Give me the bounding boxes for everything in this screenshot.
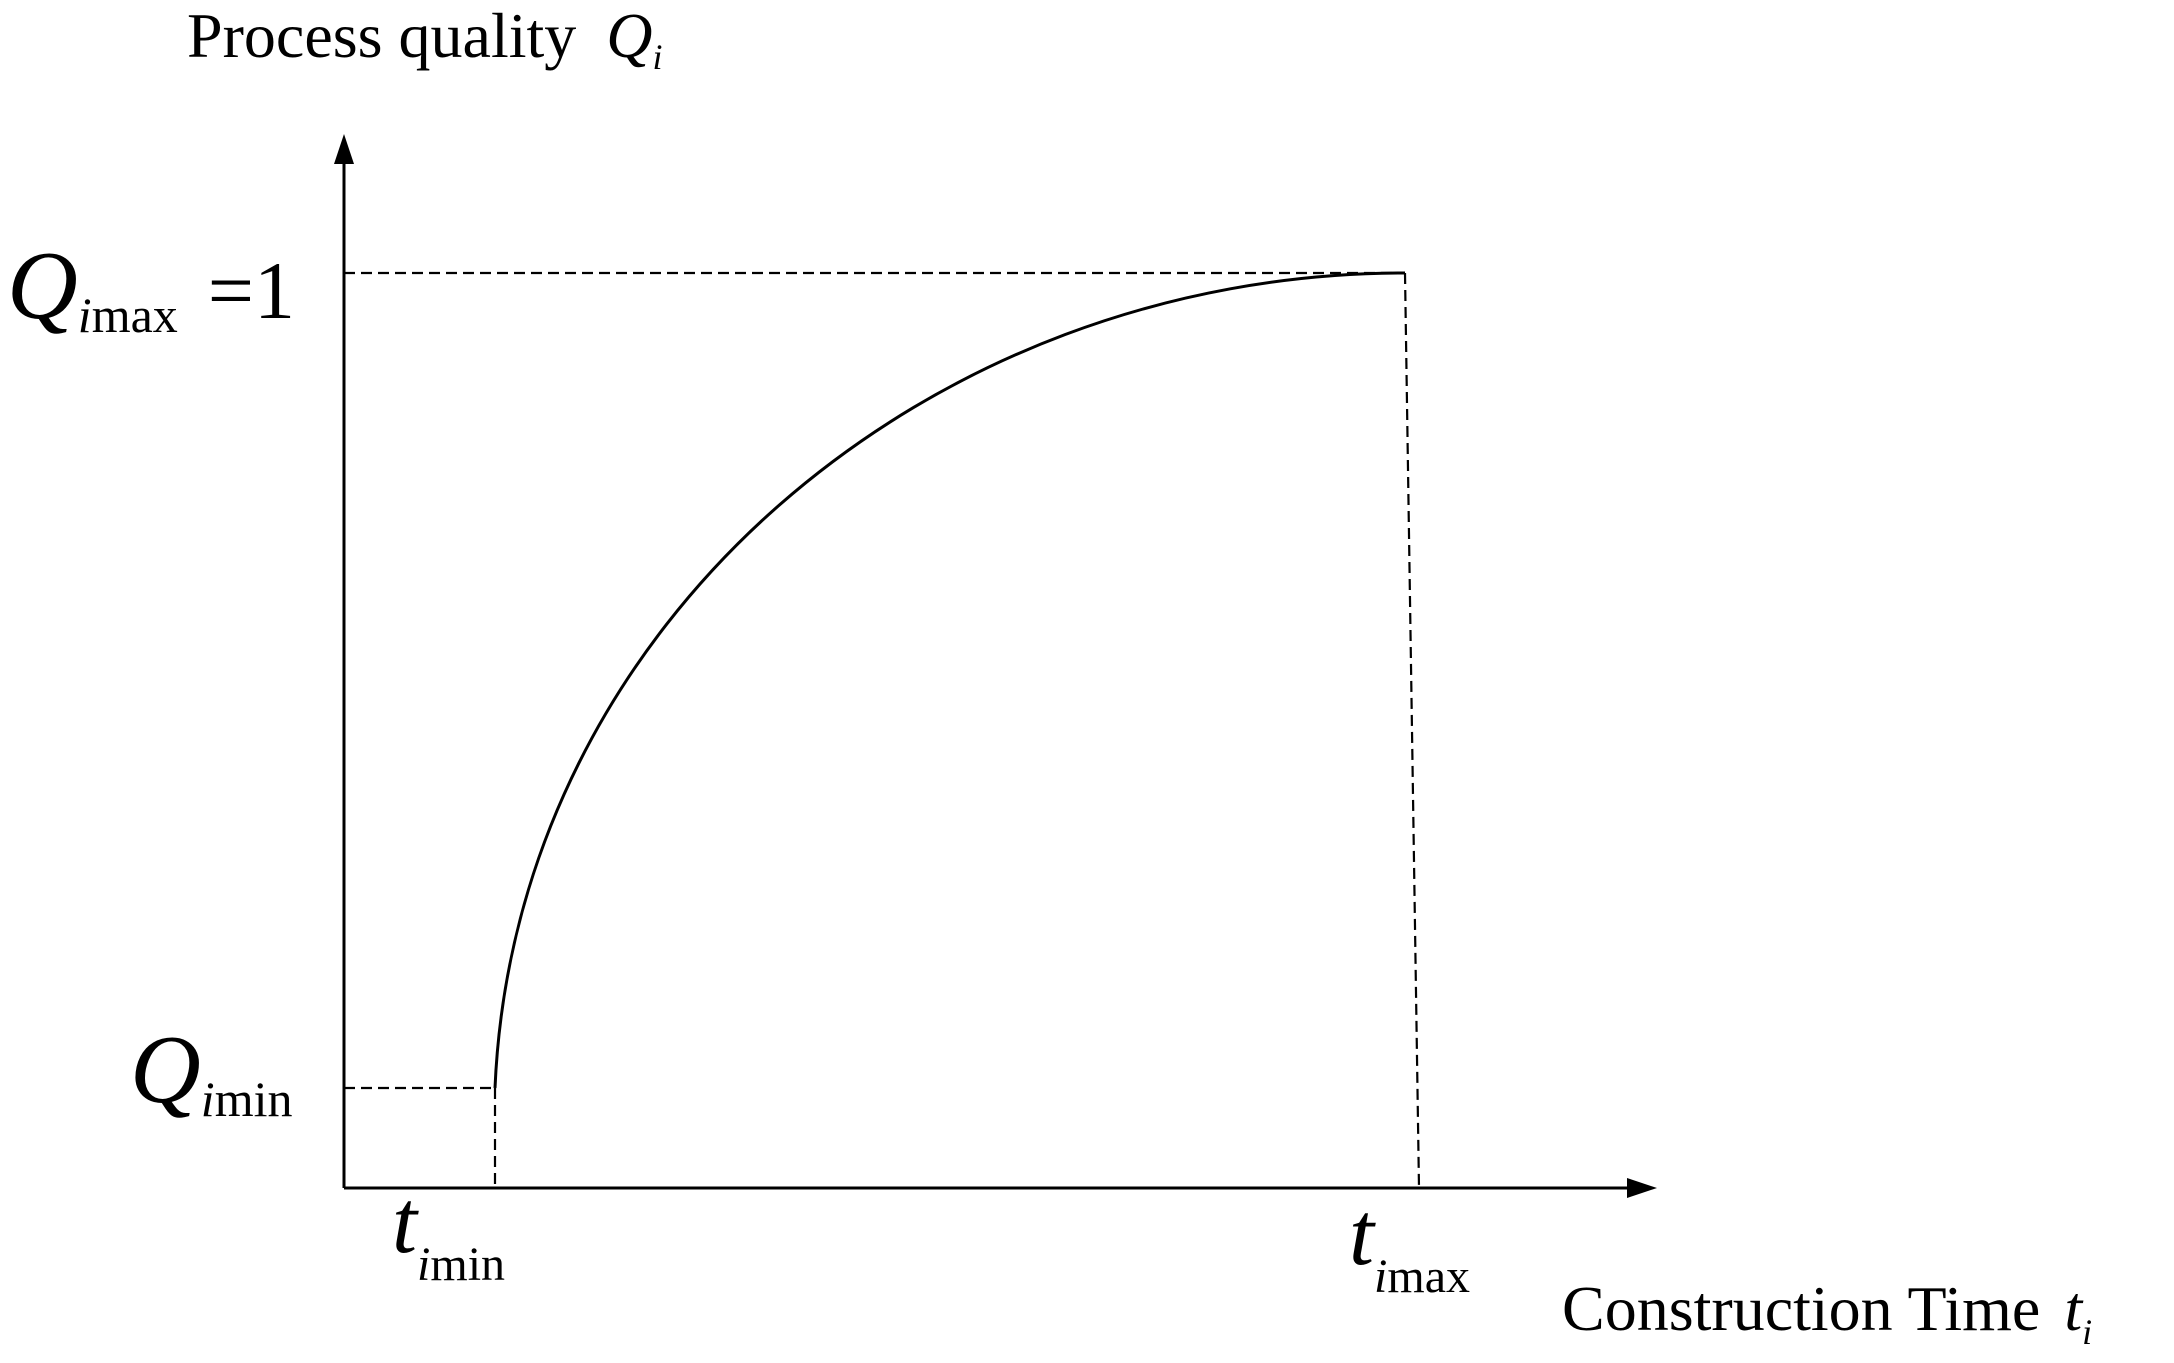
q-min-subscript: i [201,1071,215,1127]
t-max-label: timax [1349,1185,1470,1303]
t-max-suffix: max [1387,1250,1470,1303]
q-max-symbol: Q [7,232,78,340]
y-axis-arrow [334,134,354,164]
q-max-subscript: i [78,287,92,343]
x-axis-label-text: Construction Time [1562,1273,2040,1344]
q-max-suffix: max [92,287,178,343]
x-axis-label: Construction Time ti [1562,1273,2092,1352]
quality-curve [493,271,1406,1089]
x-axis-subscript: i [2082,1312,2092,1352]
y-axis-subscript: i [653,37,663,77]
y-axis-symbol: Q [606,0,652,71]
q-max-equation: =1 [208,245,295,336]
y-axis-label-text: Process quality [187,0,576,71]
t-max-subscript: i [1374,1250,1387,1303]
t-min-label: timin [392,1173,505,1291]
t-max-symbol: t [1349,1185,1376,1284]
q-min-label: Qimin [130,1016,292,1127]
q-max-label: Qimax =1 [7,232,295,343]
t-max-guide [1403,272,1421,1189]
x-axis-symbol: t [2064,1273,2084,1344]
x-axis-arrow [1627,1178,1657,1198]
t-min-subscript: i [417,1238,430,1291]
t-min-symbol: t [392,1173,419,1272]
t-min-suffix: min [430,1238,505,1291]
q-min-suffix: min [215,1071,293,1127]
y-axis-label: Process quality Qi [187,0,663,77]
q-min-symbol: Q [130,1016,201,1124]
